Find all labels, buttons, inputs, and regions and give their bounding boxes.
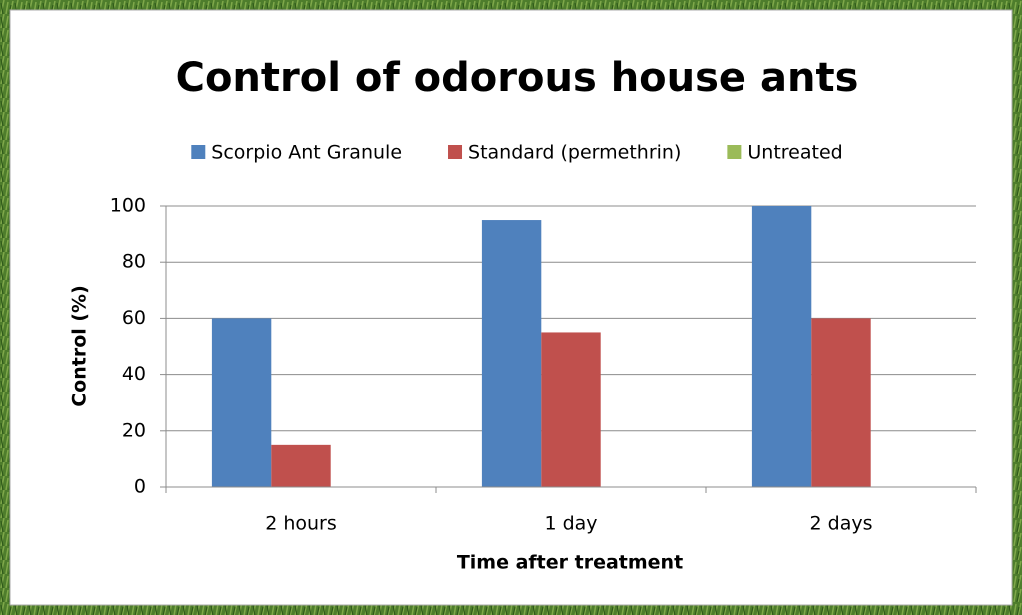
- legend-label: Scorpio Ant Granule: [211, 142, 402, 164]
- legend-swatch: [191, 145, 206, 159]
- x-tick-label: 2 hours: [265, 513, 337, 535]
- chart-title: Control of odorous house ants: [176, 55, 859, 101]
- y-tick-label: 0: [134, 476, 146, 498]
- bar: [481, 220, 542, 488]
- bar: [751, 206, 812, 487]
- y-tick-label: 100: [110, 195, 146, 217]
- y-tick-label: 60: [122, 307, 146, 329]
- y-axis-title: Control (%): [69, 285, 91, 407]
- y-tick-label: 40: [122, 363, 146, 385]
- x-axis-title: Time after treatment: [457, 552, 683, 574]
- legend-label: Untreated: [747, 142, 842, 164]
- legend-swatch: [727, 145, 742, 159]
- legend-label: Standard (permethrin): [468, 142, 681, 164]
- x-tick-label: 2 days: [810, 513, 873, 535]
- x-tick-label: 1 day: [544, 513, 597, 535]
- bar: [271, 444, 331, 487]
- bar: [811, 318, 871, 487]
- bar: [541, 332, 601, 487]
- y-tick-label: 80: [122, 251, 146, 273]
- bar: [211, 318, 272, 487]
- y-tick-label: 20: [122, 419, 146, 441]
- legend-swatch: [448, 145, 463, 159]
